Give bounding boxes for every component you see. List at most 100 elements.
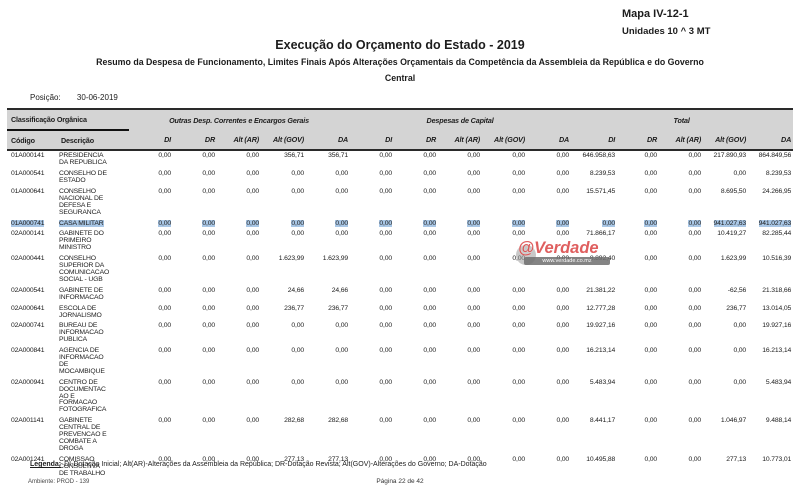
cell-value: 0,00 (512, 187, 526, 195)
cell-value: 0,00 (379, 255, 393, 263)
cell-value: 356,71 (328, 152, 349, 160)
col-altar-3: Alt (AR) (659, 130, 704, 151)
cell-value: 24,66 (287, 286, 304, 294)
cell-value: 0,00 (158, 219, 171, 227)
cell-value: 0,00 (688, 322, 702, 330)
map-reference: Mapa IV-12-1 (622, 8, 689, 20)
cell-value: 941.027,63 (758, 219, 792, 227)
cell-description: CASA MILITAR (59, 219, 104, 227)
cell-description: GABINETE DO PRIMEIRO MINISTRO (59, 230, 104, 252)
cell-value: 0,00 (512, 219, 526, 227)
cell-code: 02A000741 (11, 322, 45, 330)
cell-code: 02A000541 (11, 286, 45, 294)
cell-value: 217.890,93 (713, 152, 747, 160)
cell-value: 0,00 (246, 170, 259, 178)
cell-value: 0,00 (512, 304, 526, 312)
cell-value: 0,00 (291, 230, 304, 238)
cell-value: 0,00 (202, 322, 215, 330)
cell-value: 0,00 (379, 219, 393, 227)
cell-value: 0,00 (246, 378, 259, 386)
cell-code: 01A000741 (11, 219, 45, 227)
cell-value: 0,00 (644, 304, 658, 312)
cell-value: 0,00 (423, 322, 437, 330)
cell-value: 0,00 (158, 378, 171, 386)
cell-value: 0,00 (379, 347, 393, 355)
cell-value: 0,00 (556, 347, 570, 355)
table-row: 02A000541 GABINETE DE INFORMACAO 0,00 0,00 0… (7, 285, 793, 303)
cell-value: 0,00 (202, 230, 215, 238)
budget-table-wrap: Classificação Orgânica Outras Desp. Corr… (7, 108, 794, 479)
col-di-1: DI (129, 130, 173, 151)
cell-value: 277,13 (328, 455, 349, 463)
cell-value: 0,00 (556, 455, 570, 463)
cell-value: 0,00 (379, 304, 393, 312)
cell-value: 10.419,27 (717, 230, 747, 238)
cell-value: 0,00 (291, 219, 304, 227)
cell-value: 16.213,14 (762, 347, 792, 355)
table-row: 02A000941 CENTRO DE DOCUMENTAC AO E FORMA… (7, 377, 793, 416)
cell-value: 0,00 (202, 304, 215, 312)
table-row: 01A000141 PRESIDENCIA DA REPUBLICA 0,00 0,0… (7, 150, 793, 169)
cell-value: 19.927,16 (586, 322, 616, 330)
table-row: 02A000141 GABINETE DO PRIMEIRO MINISTRO 0,… (7, 229, 793, 254)
cell-value: 0,00 (512, 255, 526, 263)
cell-value: 0,00 (512, 378, 526, 386)
cell-value: 19.927,16 (762, 322, 792, 330)
group-header-row: Classificação Orgânica Outras Desp. Corr… (7, 108, 794, 131)
cell-value: 0,00 (202, 219, 215, 227)
cell-value: 0,00 (512, 152, 526, 160)
legend-label: Legenda: (30, 461, 62, 468)
cell-value: 236,77 (284, 304, 304, 312)
cell-value: 356,71 (284, 152, 304, 160)
cell-value: 24,66 (331, 286, 349, 294)
cell-value: 0,00 (379, 378, 393, 386)
cell-value: 9.488,14 (765, 417, 792, 425)
cell-value: 0,00 (423, 230, 437, 238)
cell-value: 0,00 (158, 230, 171, 238)
cell-value: 0,00 (379, 455, 393, 463)
table-row: 02A001241 COMISSAO CONSULTIVA DE TRABALHO… (7, 454, 793, 479)
cell-value: 0,00 (379, 187, 393, 195)
cell-value: 0,00 (379, 230, 393, 238)
cell-value: 0,00 (644, 152, 658, 160)
cell-code: 02A000141 (11, 230, 45, 238)
cell-value: 0,00 (379, 286, 393, 294)
cell-value: 0,00 (246, 455, 259, 463)
cell-value: 0,00 (556, 304, 570, 312)
cell-value: 941.027,63 (713, 219, 747, 227)
cell-value: 0,00 (688, 378, 702, 386)
cell-value: 0,00 (202, 170, 215, 178)
cell-value: 0,00 (467, 417, 481, 425)
cell-value: 0,00 (423, 255, 437, 263)
position-date: 30-06-2019 (76, 93, 118, 102)
cell-value: 0,00 (246, 322, 259, 330)
cell-value: 8.441,17 (589, 417, 616, 425)
cell-value: 0,00 (733, 378, 747, 386)
cell-value: 0,00 (644, 455, 658, 463)
cell-value: 0,00 (467, 286, 481, 294)
cell-value: 0,00 (644, 255, 658, 263)
cell-value: 0,00 (246, 152, 259, 160)
cell-value: 236,77 (328, 304, 349, 312)
cell-value: 0,00 (688, 152, 702, 160)
table-row: 01A000641 CONSELHO NACIONAL DE DEFESA E S… (7, 187, 793, 219)
cell-value: 0,00 (556, 219, 570, 227)
col-descricao: Descrição (57, 130, 129, 151)
cell-value: 10.773,01 (762, 455, 792, 463)
cell-value: 0,00 (512, 417, 526, 425)
col-altar-1: Alt (AR) (217, 130, 261, 151)
cell-value: 8.695,50 (720, 187, 747, 195)
col-da-2: DA (527, 130, 572, 151)
cell-value: 0,00 (688, 286, 702, 294)
cell-value: 5.483,94 (589, 378, 616, 386)
cell-value: 0,00 (467, 304, 481, 312)
column-header-row: Código Descrição DI DR Alt (AR) Alt (GOV… (7, 130, 794, 151)
legend-text: DI-Dotação Inicial; Alt(AR)-Alterações d… (64, 461, 487, 468)
cell-value: 277,13 (726, 455, 747, 463)
cell-value: 0,00 (556, 255, 570, 263)
cell-value: 82.285,44 (762, 230, 792, 238)
cell-value: 0,00 (467, 322, 481, 330)
col-dr-2: DR (394, 130, 439, 151)
position-row: Posição: 30-06-2019 (30, 93, 118, 102)
page-number: Página 22 de 42 (376, 478, 424, 485)
